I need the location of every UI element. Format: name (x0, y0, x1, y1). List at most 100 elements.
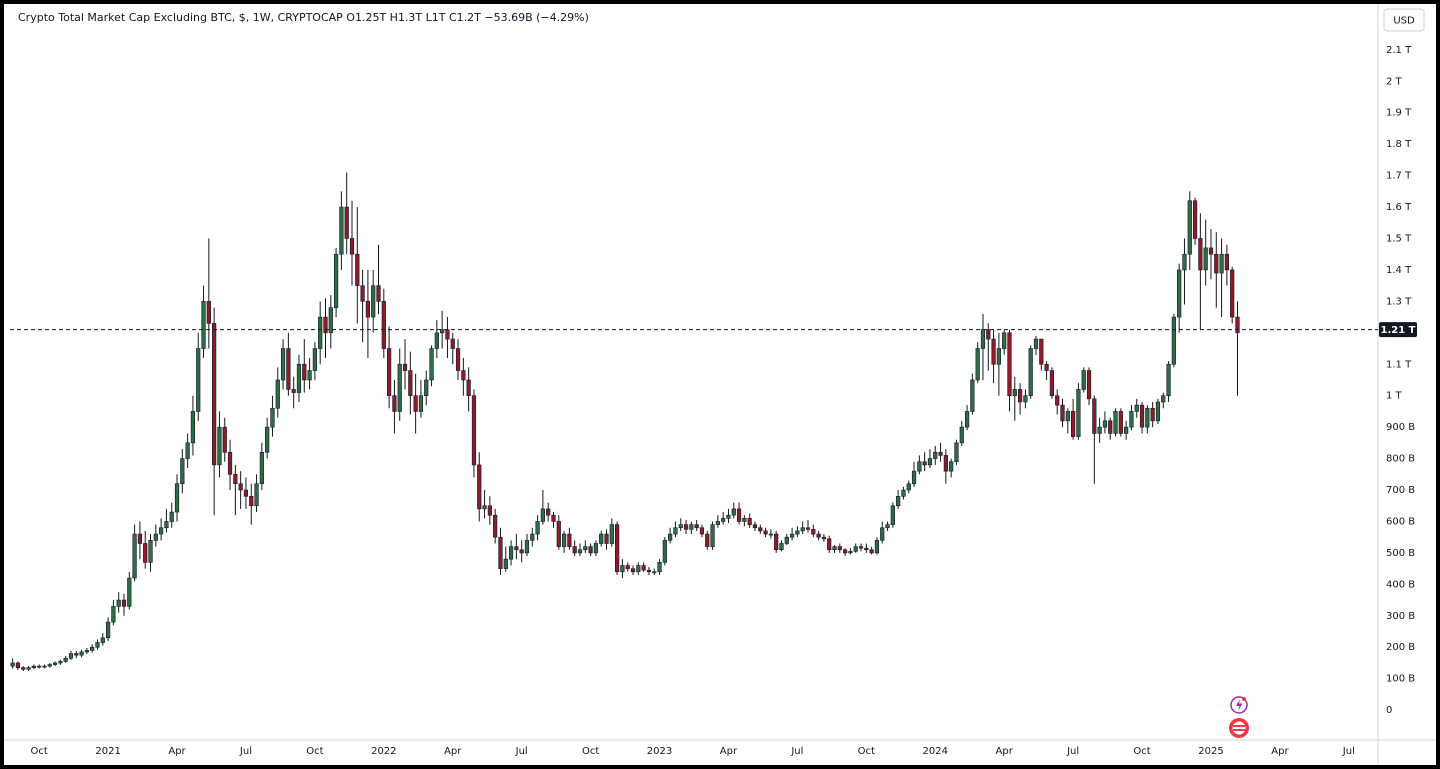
candle-body (1124, 426, 1129, 434)
candle-body (546, 508, 551, 516)
candle-body (1028, 348, 1033, 396)
candle-body (307, 370, 312, 381)
candle-body (318, 316, 323, 349)
candle-body (683, 524, 689, 530)
candle-body (328, 307, 333, 334)
candle-body (540, 508, 545, 522)
candle-body (280, 348, 286, 381)
chart-title: Crypto Total Market Cap Excluding BTC, $… (18, 11, 589, 24)
candle-body (1049, 370, 1055, 396)
y-tick-label: 2 T (1386, 76, 1403, 87)
candle-body (524, 540, 530, 554)
candle-body (418, 395, 424, 412)
candle-body (1118, 411, 1123, 434)
candle-body (1044, 363, 1049, 371)
candle-body (710, 524, 715, 547)
candle-body (832, 546, 837, 551)
candle-body (811, 529, 816, 535)
x-tick-label: 2024 (923, 746, 948, 757)
candle-body (185, 442, 190, 459)
candle-body (180, 458, 185, 485)
candle-body (95, 642, 100, 648)
candle-body (906, 483, 911, 491)
candle-body (1108, 420, 1113, 434)
candle-body (217, 426, 222, 466)
candle-body (1055, 395, 1060, 406)
candle-body (726, 514, 731, 519)
candle-body (68, 653, 74, 659)
candle-body (233, 474, 238, 485)
candle-body (1092, 398, 1097, 434)
candle-body (943, 455, 948, 472)
candle-body (625, 565, 630, 569)
panel (4, 4, 1436, 765)
y-tick-label: 1.9 T (1386, 108, 1412, 119)
y-tick-label: 1.5 T (1386, 233, 1412, 244)
candle-body (652, 571, 657, 574)
x-tick-label: Oct (1133, 746, 1150, 757)
candle-body (964, 411, 970, 428)
candle-body (323, 316, 328, 334)
candle-body (970, 379, 975, 412)
x-tick-label: Oct (858, 746, 875, 757)
candle-body (922, 461, 927, 466)
y-tick-label: 800 B (1386, 454, 1415, 465)
candle-body (47, 664, 52, 667)
y-tick-label: 100 B (1386, 674, 1415, 685)
candle-body (159, 527, 164, 535)
candle-body (42, 665, 47, 668)
candle-body (312, 348, 317, 371)
y-tick-label: 900 B (1386, 422, 1415, 433)
candle-body (79, 651, 84, 656)
candle-body (121, 599, 127, 607)
candle-body (535, 521, 540, 535)
candle-body (487, 505, 492, 516)
candle-body (742, 518, 747, 522)
candle-body (58, 661, 63, 664)
candle-body (975, 348, 980, 381)
candle-body (514, 546, 519, 551)
candle-body (1076, 389, 1081, 437)
candle-body (938, 451, 943, 456)
candle-body (1012, 389, 1017, 396)
event-icon-stripe (1233, 725, 1245, 727)
x-tick-label: Oct (306, 746, 323, 757)
candle-body (392, 395, 397, 412)
candle-body (949, 461, 954, 472)
candle-body (1198, 238, 1203, 271)
candle-body (980, 329, 986, 349)
candle-body (1187, 200, 1192, 255)
candle-body (843, 549, 848, 554)
candle-body (1081, 370, 1086, 390)
candle-body (789, 533, 795, 538)
candle-body (864, 547, 869, 551)
candle-body (593, 543, 599, 554)
candle-body (169, 511, 174, 522)
x-tick-label: Apr (1271, 746, 1289, 757)
candle-body (763, 530, 768, 535)
candle-body (111, 606, 116, 623)
currency-button[interactable] (1383, 8, 1425, 32)
candle-body (853, 546, 858, 552)
candle-body (583, 546, 588, 551)
candle-body (365, 301, 371, 318)
candle-body (699, 527, 705, 535)
x-tick-label: 2023 (647, 746, 672, 757)
candle-body (609, 524, 614, 544)
candle-body (577, 549, 583, 554)
candle-body (148, 540, 153, 563)
candle-body (52, 662, 58, 665)
price-label-box (1379, 322, 1417, 338)
candle-body (1150, 407, 1155, 422)
candle-body (519, 549, 524, 554)
currency-label[interactable]: USD (1393, 16, 1415, 27)
x-tick-label: Apr (168, 746, 186, 757)
candle-body (196, 348, 201, 412)
candle-body (413, 395, 418, 412)
candle-body (715, 521, 720, 525)
candle-body (291, 389, 296, 393)
candle-body (100, 637, 105, 643)
candle-body (662, 540, 667, 563)
x-tick-label: Apr (444, 746, 462, 757)
candle-body (127, 577, 132, 607)
